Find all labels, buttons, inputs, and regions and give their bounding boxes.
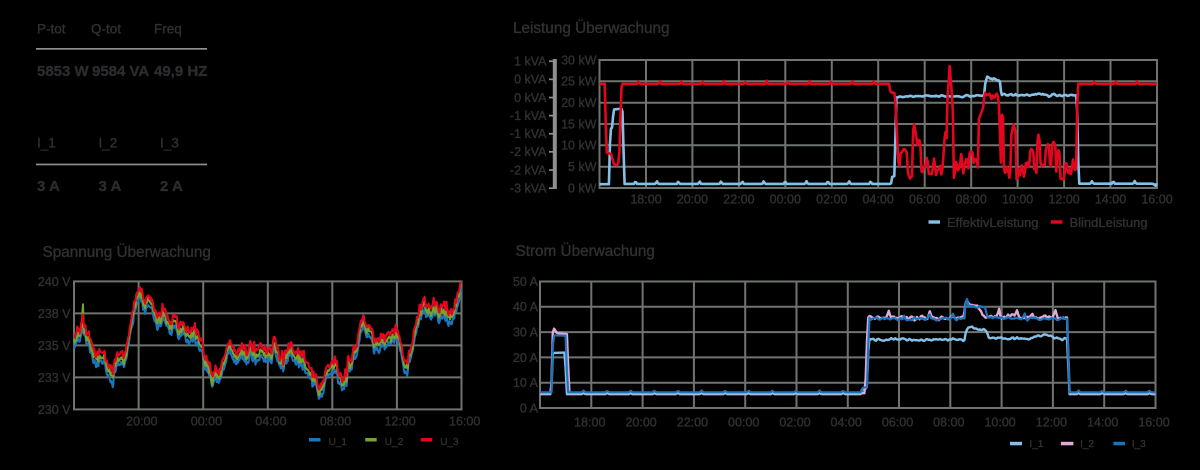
svg-text:00:00: 00:00: [770, 192, 801, 206]
svg-text:04:00: 04:00: [255, 414, 286, 428]
svg-text:04:00: 04:00: [831, 415, 862, 429]
svg-text:2 A: 2 A: [160, 178, 183, 195]
svg-text:12:00: 12:00: [1048, 192, 1079, 206]
svg-text:Freq: Freq: [154, 22, 182, 37]
svg-text:16:00: 16:00: [1141, 192, 1172, 206]
svg-text:0 kW: 0 kW: [568, 181, 597, 195]
svg-text:02:00: 02:00: [816, 192, 847, 206]
svg-text:-1 kVA: -1 kVA: [510, 127, 547, 141]
svg-text:08:00: 08:00: [933, 415, 964, 429]
svg-text:14:00: 14:00: [1095, 192, 1126, 206]
svg-text:20:00: 20:00: [625, 415, 656, 429]
svg-text:18:00: 18:00: [630, 192, 661, 206]
svg-text:-2 kVA: -2 kVA: [510, 145, 547, 159]
svg-text:3 A: 3 A: [99, 178, 122, 195]
svg-text:I_1: I_1: [37, 136, 56, 151]
svg-text:3 A: 3 A: [37, 178, 60, 195]
svg-text:0 kVA: 0 kVA: [514, 73, 547, 87]
svg-text:20:00: 20:00: [126, 414, 157, 428]
svg-text:-1 kVA: -1 kVA: [510, 109, 547, 123]
svg-text:I_2: I_2: [99, 136, 118, 151]
svg-text:BlindLeistung: BlindLeistung: [1070, 215, 1148, 230]
svg-text:00:00: 00:00: [728, 415, 759, 429]
svg-text:30 A: 30 A: [513, 326, 539, 340]
svg-text:230 V: 230 V: [38, 403, 71, 417]
svg-text:49,9 HZ: 49,9 HZ: [154, 63, 207, 80]
svg-text:00:00: 00:00: [191, 414, 222, 428]
svg-text:22:00: 22:00: [677, 415, 708, 429]
svg-text:25 kW: 25 kW: [561, 75, 597, 89]
svg-text:0 kVA: 0 kVA: [514, 91, 547, 105]
svg-text:12:00: 12:00: [1036, 415, 1067, 429]
svg-text:5853 W: 5853 W: [37, 63, 90, 80]
svg-text:Leistung Überwachung: Leistung Überwachung: [513, 19, 669, 37]
svg-text:-2 kVA: -2 kVA: [510, 163, 547, 177]
svg-text:Q-tot: Q-tot: [91, 22, 121, 37]
svg-text:06:00: 06:00: [882, 415, 913, 429]
svg-text:10 kW: 10 kW: [561, 139, 597, 153]
svg-text:16:00: 16:00: [449, 414, 480, 428]
svg-text:06:00: 06:00: [909, 192, 940, 206]
svg-text:10:00: 10:00: [984, 415, 1015, 429]
svg-text:16:00: 16:00: [1138, 415, 1169, 429]
svg-text:10 A: 10 A: [513, 376, 539, 390]
svg-text:12:00: 12:00: [384, 414, 415, 428]
svg-text:-3 kVA: -3 kVA: [510, 182, 547, 196]
svg-text:I_1: I_1: [1029, 439, 1043, 450]
svg-text:U_3: U_3: [440, 437, 459, 448]
svg-text:1 kVA: 1 kVA: [514, 55, 547, 69]
svg-text:14:00: 14:00: [1087, 415, 1118, 429]
svg-text:P-tot: P-tot: [37, 22, 66, 37]
svg-text:08:00: 08:00: [320, 414, 351, 428]
svg-text:U_1: U_1: [329, 437, 348, 448]
svg-text:240 V: 240 V: [38, 275, 71, 289]
svg-text:18:00: 18:00: [574, 415, 605, 429]
svg-text:I_3: I_3: [1132, 439, 1146, 450]
svg-text:15 kW: 15 kW: [561, 117, 597, 131]
svg-text:U_2: U_2: [385, 437, 404, 448]
svg-text:10:00: 10:00: [1002, 192, 1033, 206]
svg-text:20 kW: 20 kW: [561, 96, 597, 110]
svg-text:238 V: 238 V: [38, 307, 71, 321]
svg-text:I_3: I_3: [160, 136, 179, 151]
svg-text:22:00: 22:00: [723, 192, 754, 206]
svg-text:20:00: 20:00: [677, 192, 708, 206]
svg-text:9584 VA: 9584 VA: [92, 63, 149, 80]
svg-text:02:00: 02:00: [779, 415, 810, 429]
svg-text:235 V: 235 V: [38, 339, 71, 353]
svg-text:40 A: 40 A: [513, 300, 539, 314]
svg-text:20 A: 20 A: [513, 351, 539, 365]
svg-text:50 A: 50 A: [513, 275, 539, 289]
svg-text:5 kW: 5 kW: [568, 160, 597, 174]
svg-text:0 A: 0 A: [520, 401, 539, 415]
svg-text:EffektivLeistung: EffektivLeistung: [947, 215, 1039, 230]
svg-text:233 V: 233 V: [38, 371, 71, 385]
svg-text:Strom Überwachung: Strom Überwachung: [516, 242, 655, 260]
svg-text:I_2: I_2: [1080, 439, 1094, 450]
svg-text:04:00: 04:00: [863, 192, 894, 206]
svg-text:08:00: 08:00: [956, 192, 987, 206]
svg-text:30 kW: 30 kW: [561, 53, 597, 67]
svg-text:Spannung Überwachung: Spannung Überwachung: [43, 243, 211, 261]
